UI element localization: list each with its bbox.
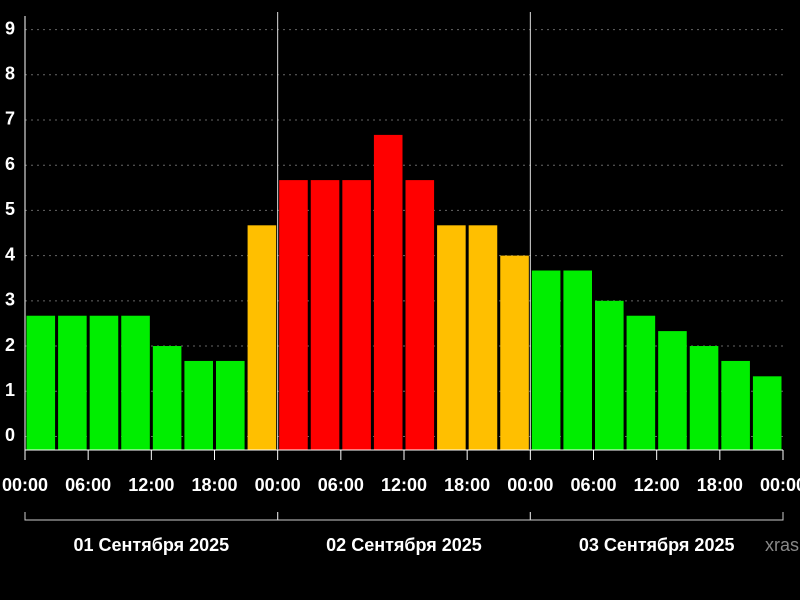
bar [595,300,624,450]
bar [26,315,56,450]
y-tick-label: 2 [5,335,15,355]
bar [121,315,150,450]
y-tick-label: 0 [5,425,15,445]
bar [58,315,87,450]
bar [437,225,466,450]
y-tick-label: 7 [5,109,15,129]
x-tick-label: 00:00 [255,475,301,495]
x-tick-label: 18:00 [444,475,490,495]
x-tick-label: 06:00 [65,475,111,495]
bar [184,360,213,450]
bar [405,180,435,450]
y-tick-label: 1 [5,380,15,400]
day-label: 03 Сентября 2025 [579,535,735,555]
bar [689,346,719,450]
bar [247,225,277,450]
watermark: xras [765,535,799,555]
bar [468,225,498,450]
y-tick-label: 4 [5,244,15,264]
x-tick-label: 12:00 [128,475,174,495]
bar [310,180,340,450]
x-tick-label: 12:00 [381,475,427,495]
x-tick-label: 00:00 [2,475,48,495]
bar [279,180,308,450]
y-tick-label: 6 [5,154,15,174]
x-tick-label: 18:00 [697,475,743,495]
x-tick-label: 00:00 [760,475,800,495]
x-tick-label: 18:00 [191,475,237,495]
bar [373,134,403,450]
bar [626,315,656,450]
x-tick-label: 06:00 [318,475,364,495]
bar [531,270,561,450]
bar [152,346,182,450]
bar [500,255,529,450]
y-tick-label: 9 [5,18,15,38]
y-tick-label: 8 [5,64,15,84]
bar [216,360,245,450]
bar [721,360,750,450]
bar [563,270,592,450]
day-bracket [529,512,784,521]
bar [752,376,782,450]
bar [342,180,371,450]
x-tick-label: 12:00 [634,475,680,495]
y-tick-label: 3 [5,290,15,310]
x-tick-label: 00:00 [507,475,553,495]
bar [658,331,687,450]
day-label: 01 Сентября 2025 [74,535,230,555]
bar [89,315,119,450]
y-tick-label: 5 [5,199,15,219]
day-label: 02 Сентября 2025 [326,535,482,555]
x-tick-label: 06:00 [570,475,616,495]
